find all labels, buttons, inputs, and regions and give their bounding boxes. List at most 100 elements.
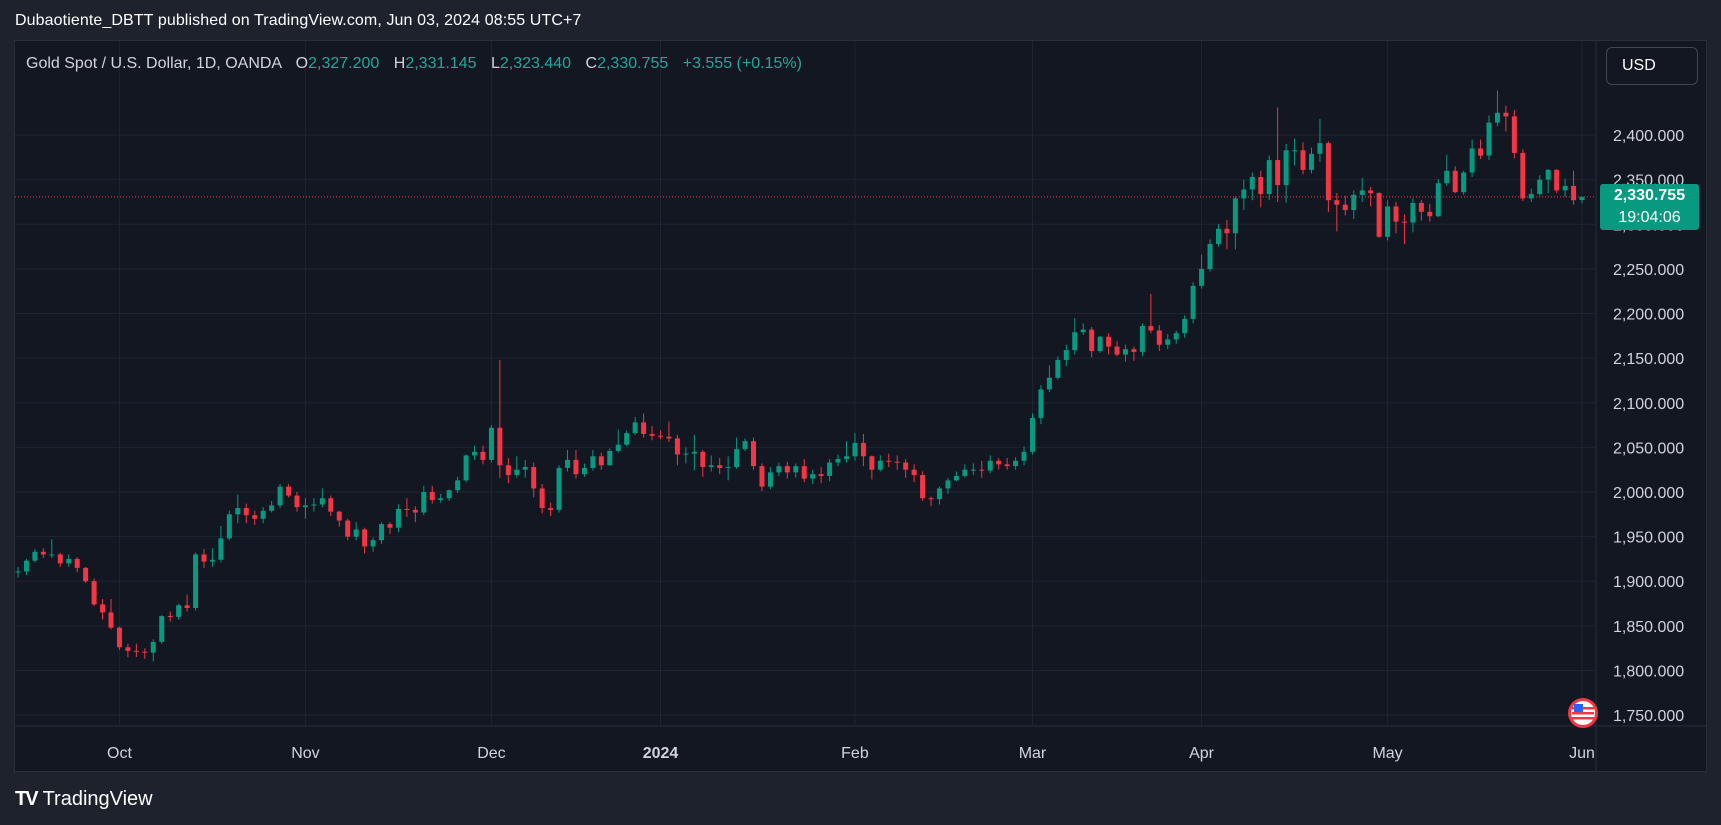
- candle-2024-03-25: [1165, 334, 1171, 350]
- candle-2024-01-03: [674, 434, 680, 466]
- candle-body: [903, 462, 909, 470]
- candle-body: [336, 511, 342, 521]
- candle-body: [218, 538, 224, 560]
- candle-body: [1266, 160, 1272, 194]
- candle-body: [83, 567, 89, 582]
- candle-body: [497, 427, 503, 466]
- candle-body: [226, 514, 232, 539]
- candle-2023-09-28: [100, 599, 106, 620]
- candle-body: [894, 461, 900, 463]
- candle-body: [1013, 460, 1019, 467]
- candle-2023-09-20: [49, 539, 55, 559]
- candle-2024-03-26: [1173, 330, 1179, 344]
- candle-2024-01-17: [759, 463, 765, 492]
- candle-2023-11-22: [429, 485, 435, 504]
- candle-2023-12-08: [531, 462, 537, 498]
- candle-body: [658, 435, 664, 437]
- candle-2024-05-21: [1503, 105, 1509, 132]
- candle-2024-04-02: [1207, 239, 1213, 272]
- time-tick-label: Oct: [107, 745, 132, 762]
- candle-2024-02-09: [903, 458, 909, 478]
- candle-2024-03-12: [1089, 326, 1095, 358]
- candle-2024-02-22: [979, 460, 985, 478]
- us-flag-event-icon[interactable]: [1566, 696, 1600, 730]
- candle-body: [979, 469, 985, 471]
- candle-body: [920, 475, 926, 499]
- candle-2024-01-09: [708, 455, 714, 472]
- candle-body: [674, 438, 680, 455]
- candle-2023-11-24: [446, 489, 452, 501]
- candle-body: [23, 560, 29, 572]
- candle-2024-01-04: [683, 447, 689, 464]
- candle-body: [1224, 228, 1230, 234]
- candle-body: [632, 422, 638, 434]
- candle-body: [184, 605, 190, 608]
- candle-2023-11-09: [353, 522, 359, 541]
- price-tick-label: 1,750.000: [1613, 708, 1684, 725]
- candle-2024-04-16: [1292, 138, 1298, 166]
- chart-pane[interactable]: [14, 40, 1707, 772]
- candle-body: [142, 651, 148, 653]
- candle-body: [1435, 183, 1441, 217]
- candle-2023-12-27: [632, 417, 638, 435]
- candle-body: [1537, 179, 1543, 194]
- candle-2023-09-22: [66, 554, 72, 567]
- candle-2024-01-24: [801, 458, 807, 483]
- candle-body: [294, 495, 300, 508]
- candle-body: [133, 650, 139, 652]
- candle-2023-12-12: [548, 502, 554, 517]
- candle-body: [1292, 150, 1298, 152]
- candle-body: [421, 492, 427, 513]
- candle-2024-03-15: [1114, 341, 1120, 357]
- candle-body: [1308, 153, 1314, 170]
- candle-body: [176, 605, 182, 617]
- candle-2023-12-11: [539, 483, 545, 514]
- candle-body: [1275, 160, 1281, 186]
- candle-body: [395, 508, 401, 528]
- candle-body: [1469, 148, 1475, 173]
- candle-body: [1478, 148, 1484, 156]
- candle-body: [573, 459, 579, 475]
- candle-body: [1410, 202, 1416, 223]
- candle-2023-11-15: [387, 522, 393, 534]
- candle-body: [1545, 169, 1551, 180]
- candle-2024-02-13: [920, 471, 926, 501]
- candle-body: [446, 490, 452, 499]
- candle-body: [945, 480, 951, 489]
- candle-body: [793, 466, 799, 473]
- candle-body: [1427, 211, 1433, 217]
- candle-body: [1418, 202, 1424, 212]
- change-value: +3.555 (+0.15%): [682, 55, 802, 72]
- candle-2024-01-11: [725, 456, 731, 481]
- candle-2024-03-22: [1156, 325, 1162, 352]
- currency-button[interactable]: USD: [1606, 47, 1698, 85]
- candle-2023-12-18: [581, 463, 587, 477]
- candle-body: [581, 467, 587, 475]
- tradingview-logo[interactable]: TV TradingView: [15, 786, 153, 812]
- candle-body: [1165, 339, 1171, 345]
- candle-body: [818, 474, 824, 476]
- candle-body: [1359, 190, 1365, 195]
- candle-body: [463, 455, 469, 481]
- candle-2023-09-21: [57, 552, 63, 567]
- candle-2024-04-22: [1325, 141, 1331, 212]
- candle-body: [615, 444, 621, 451]
- candle-body: [734, 449, 740, 468]
- candle-body: [1241, 189, 1247, 199]
- candle-body: [1080, 329, 1086, 333]
- candle-2023-10-13: [193, 552, 199, 611]
- candle-body: [159, 616, 165, 642]
- candle-body: [522, 467, 528, 470]
- candle-body: [1342, 204, 1348, 211]
- candle-body: [1486, 122, 1492, 156]
- candle-body: [100, 604, 106, 613]
- candle-2023-10-04: [133, 643, 139, 658]
- candle-body: [404, 508, 410, 510]
- price-tick-label: 2,100.000: [1613, 396, 1684, 413]
- open-value: 2,327.200: [308, 55, 380, 72]
- candle-body: [1106, 336, 1112, 347]
- candle-2024-02-26: [996, 458, 1002, 470]
- candle-2024-02-16: [945, 477, 951, 494]
- candle-body: [1097, 336, 1103, 352]
